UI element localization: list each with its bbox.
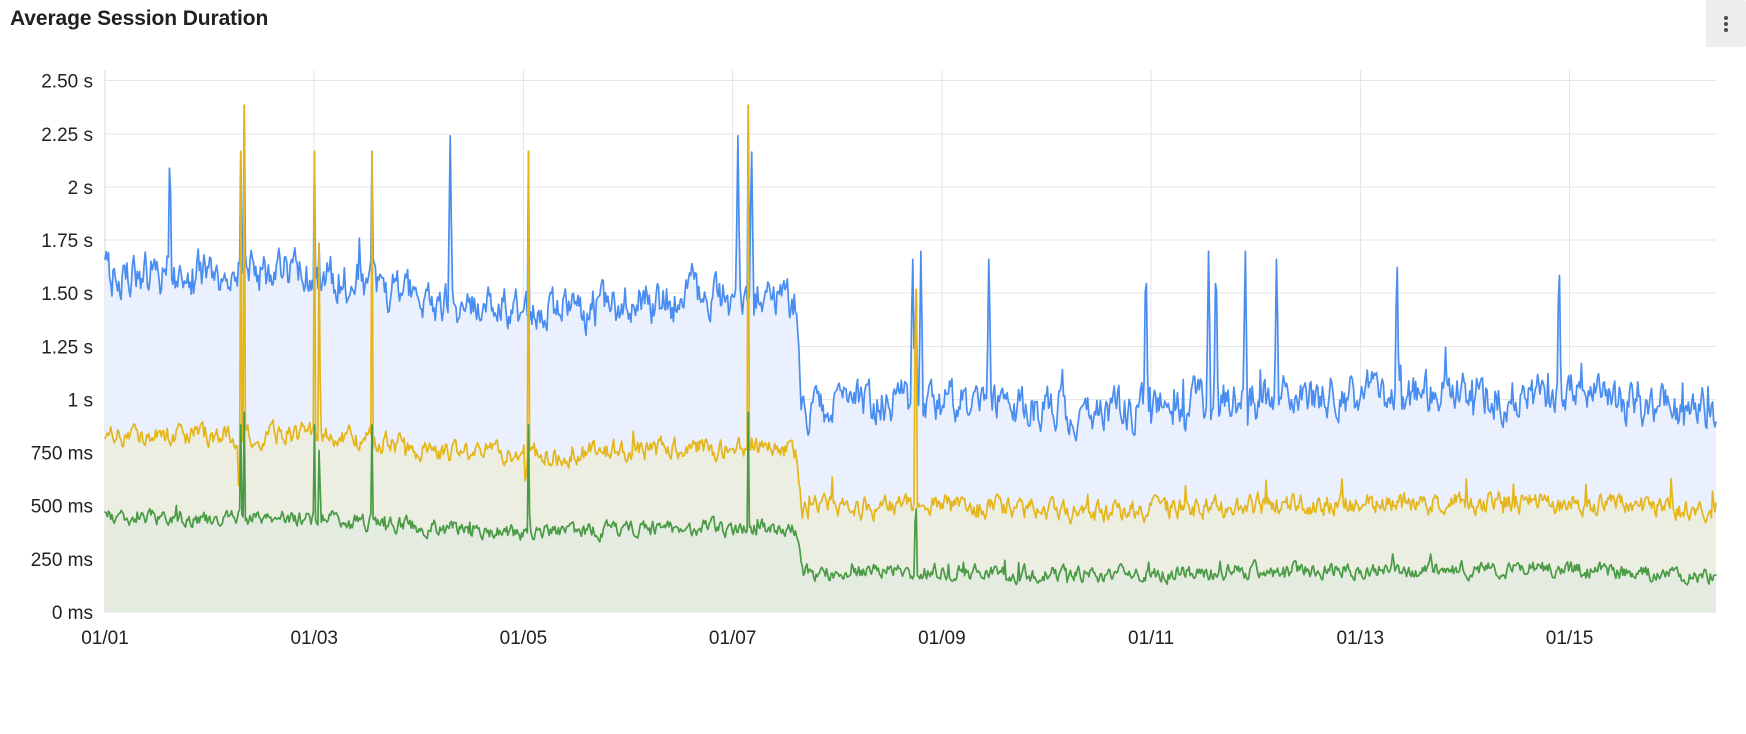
- series-line-p95: [104, 104, 1717, 442]
- series-area-p50: [105, 412, 1716, 612]
- y-axis-tick-label: 1.25 s: [41, 337, 93, 358]
- y-axis-tick-label: 1.50 s: [41, 284, 93, 305]
- y-axis-tick-label: 2.50 s: [41, 72, 93, 93]
- x-axis-tick-label: 01/11: [1128, 628, 1174, 649]
- y-axis-tick-label: 2.25 s: [41, 125, 93, 146]
- page-title: Average Session Duration: [10, 7, 269, 30]
- y-axis-tick-label: 250 ms: [31, 550, 93, 571]
- y-axis-tick-label: 0 ms: [52, 603, 93, 624]
- y-axis-labels: 0 ms 250 ms 500 ms 750 ms 1 s 1.25 s 1.50 s 1.7…: [31, 72, 93, 624]
- x-axis-tick-label: 01/05: [500, 628, 548, 649]
- x-axis-labels: 01/01 01/03 01/05 01/07 01/09 01/11 01/13 01/15: [81, 628, 1593, 649]
- kebab-menu-button[interactable]: [1706, 0, 1746, 47]
- x-axis-tick-label: 01/13: [1337, 628, 1385, 649]
- x-axis-tick-label: 01/09: [918, 628, 966, 649]
- series-line-p50: [104, 411, 1717, 586]
- x-axis-tick-label: 01/15: [1546, 628, 1594, 649]
- timeseries-area-chart: 0 ms 250 ms 500 ms 750 ms 1 s 1.25 s 1.50 s 1.7…: [31, 70, 1717, 649]
- x-axis-tick-label: 01/01: [81, 628, 129, 649]
- chart-plot-area: 0 ms 250 ms 500 ms 750 ms 1 s 1.25 s 1.50 s 1.7…: [0, 48, 1746, 734]
- chart-header: Average Session Duration: [0, 0, 1746, 48]
- series-area-p75: [105, 105, 1716, 613]
- y-axis-tick-label: 750 ms: [31, 444, 93, 465]
- series-line-p75: [104, 104, 1717, 525]
- series-layer: [104, 104, 1717, 613]
- x-axis-tick-label: 01/07: [709, 628, 757, 649]
- y-axis-tick-label: 500 ms: [31, 497, 93, 518]
- x-axis-tick-label: 01/03: [290, 628, 338, 649]
- y-axis-tick-label: 1 s: [68, 390, 93, 411]
- y-axis-tick-label: 2 s: [68, 178, 93, 199]
- y-axis-tick-label: 1.75 s: [41, 231, 93, 252]
- kebab-menu-icon: [1724, 14, 1728, 34]
